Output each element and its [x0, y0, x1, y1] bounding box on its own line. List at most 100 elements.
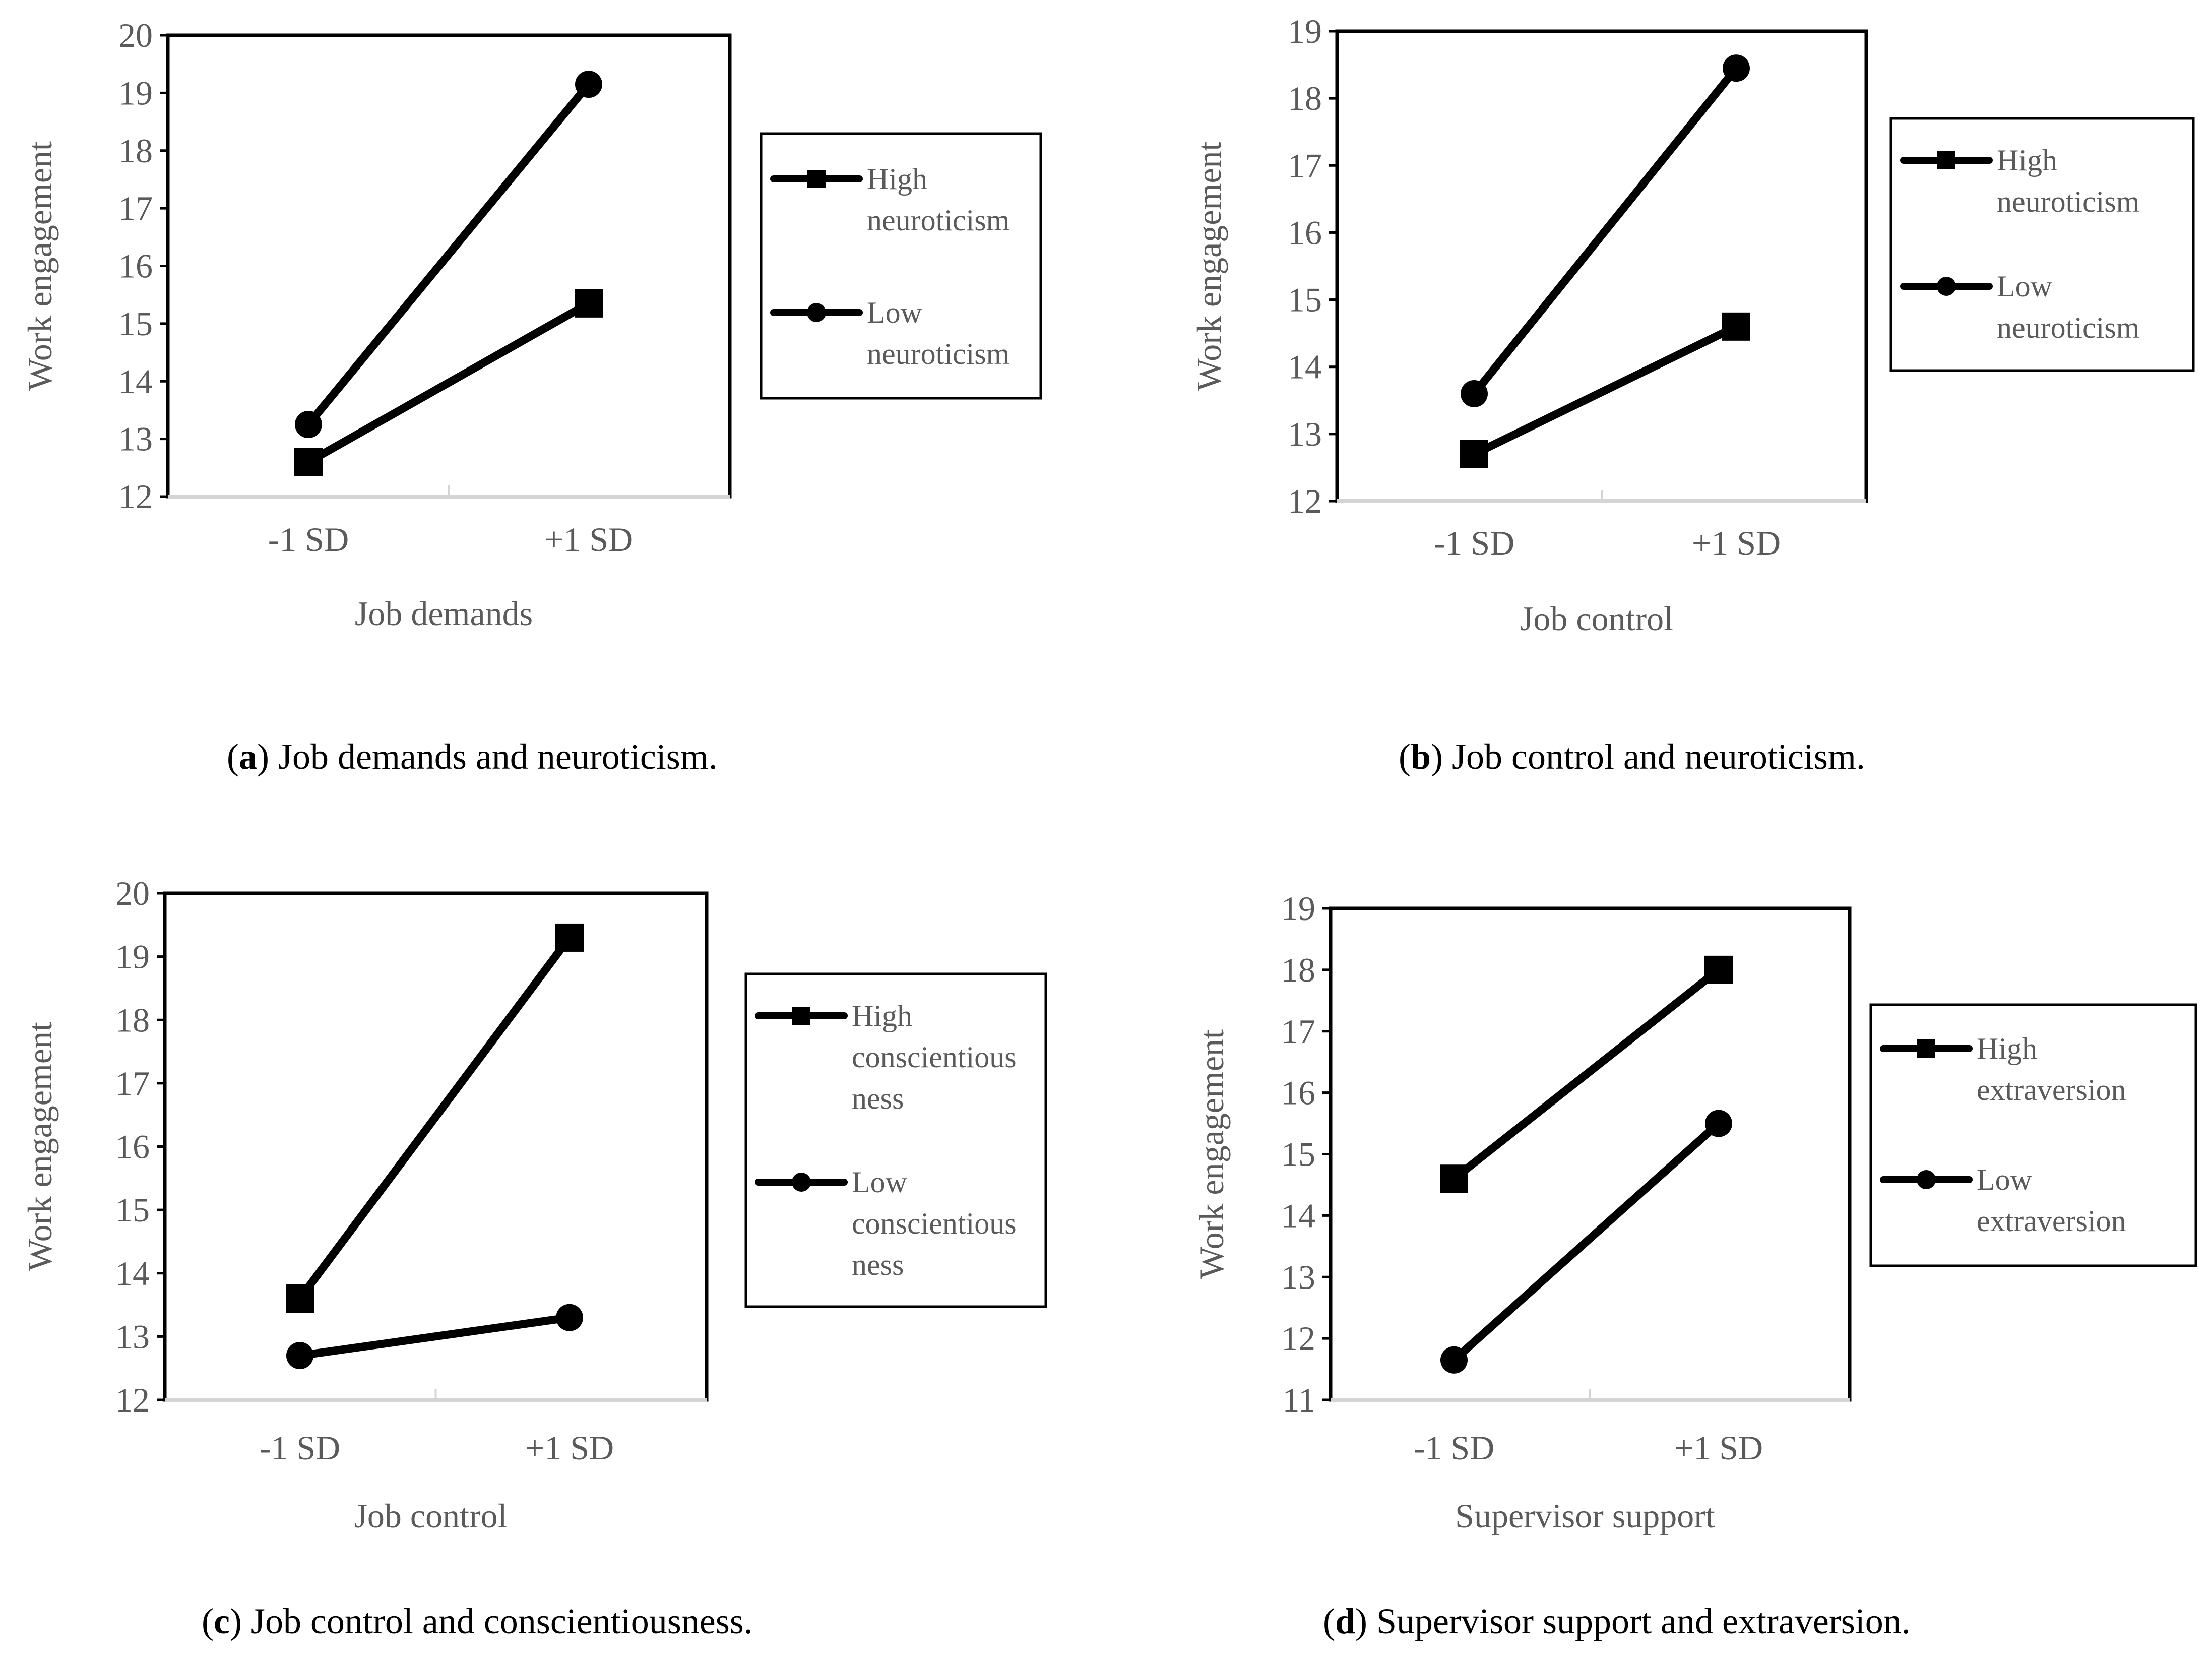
x-tick-label: +1 SD	[544, 520, 633, 559]
y-tick-label: 16	[1281, 1074, 1315, 1112]
x-tick-label: -1 SD	[268, 520, 349, 559]
y-tick-label: 14	[1288, 348, 1322, 386]
x-tick-label: -1 SD	[1434, 524, 1515, 562]
legend-label: neuroticism	[1997, 311, 2139, 344]
y-tick-label: 20	[118, 16, 153, 54]
y-tick-label: 14	[118, 362, 153, 400]
y-tick-label: 12	[1288, 482, 1322, 520]
legend-label: Low	[867, 296, 923, 329]
data-point-square	[1460, 440, 1488, 468]
series-line	[1470, 322, 1740, 458]
y-axis-label: Work engagement	[21, 141, 59, 391]
y-tick-label: 18	[118, 132, 153, 170]
y-tick-label: 19	[115, 938, 150, 976]
legend-label: extraversion	[1977, 1204, 2126, 1238]
legend-label: neuroticism	[867, 337, 1009, 371]
y-tick-label: 19	[118, 74, 153, 112]
data-point-circle	[295, 411, 322, 439]
legend-label: High	[867, 162, 927, 196]
series-line	[1470, 64, 1740, 398]
legend-swatch-square	[1917, 1039, 1935, 1058]
data-point-square	[1722, 312, 1750, 341]
y-axis-label: Work engagement	[21, 1022, 59, 1271]
y-tick-label: 20	[115, 874, 150, 912]
legend-swatch-square	[1937, 151, 1955, 169]
panel-caption: (d) Supervisor support and extraversion.	[1323, 1601, 1911, 1641]
legend-swatch-circle	[1937, 277, 1956, 296]
x-tick-label: -1 SD	[1414, 1429, 1495, 1467]
plot-frame	[1329, 906, 1852, 1402]
y-tick-label: 19	[1281, 889, 1315, 928]
series-line	[304, 299, 593, 466]
legend-label: neuroticism	[1997, 185, 2139, 218]
series-line	[296, 1313, 574, 1360]
legend-label: conscientious	[852, 1207, 1017, 1240]
y-tick-label: 16	[1288, 213, 1322, 252]
data-point-square	[1440, 1164, 1468, 1193]
data-point-circle	[556, 1304, 583, 1331]
panel-caption: (b) Job control and neuroticism.	[1399, 737, 1865, 777]
data-point-circle	[286, 1342, 313, 1370]
y-tick-label: 17	[1281, 1012, 1315, 1051]
y-tick-label: 13	[1288, 415, 1322, 453]
y-tick-label: 12	[118, 477, 153, 516]
x-tick-label: +1 SD	[525, 1429, 614, 1467]
y-tick-label: 18	[1281, 951, 1315, 989]
x-axis-label: Job control	[1520, 599, 1673, 638]
y-axis-label: Work engagement	[1190, 141, 1228, 391]
y-tick-label: 16	[115, 1128, 150, 1166]
legend-box	[744, 972, 1047, 1308]
y-tick-label: 12	[1281, 1319, 1315, 1358]
legend-label: High	[852, 999, 912, 1032]
y-tick-label: 15	[115, 1191, 150, 1229]
data-point-square	[294, 448, 323, 476]
data-point-square	[575, 289, 603, 318]
y-tick-label: 17	[115, 1064, 150, 1102]
y-axis-label: Work engagement	[1192, 1029, 1231, 1279]
legend: High conscientious ness Low conscientious nes…	[744, 972, 1047, 1308]
panel-caption: (c) Job control and conscientiousness.	[202, 1601, 753, 1641]
data-point-circle	[1723, 54, 1750, 82]
x-axis-label: Job control	[354, 1497, 507, 1535]
x-tick-label: +1 SD	[1692, 524, 1781, 562]
x-tick-label: -1 SD	[260, 1429, 341, 1467]
legend-swatch-circle	[807, 303, 826, 322]
data-point-square	[1704, 955, 1733, 984]
legend-label: extraversion	[1977, 1073, 2126, 1107]
legend-swatch-square	[807, 170, 826, 188]
legend-label: Low	[1997, 270, 2053, 303]
y-tick-label: 11	[1283, 1381, 1315, 1419]
data-point-circle	[1705, 1110, 1732, 1137]
legend: High neuroticism Low neuroticism	[1889, 117, 2195, 372]
y-tick-label: 17	[1288, 146, 1322, 185]
series-line	[1450, 965, 1723, 1183]
series-line	[296, 933, 574, 1303]
data-point-square	[555, 923, 584, 952]
y-tick-label: 14	[1281, 1196, 1315, 1235]
legend-label: ness	[852, 1248, 904, 1281]
y-tick-label: 18	[115, 1001, 150, 1039]
legend-label: Low	[852, 1166, 908, 1199]
chart-panel-d: 11 12 13 14 15 16 17 18 19 -1 SD +1 SD Supervisor s…	[1192, 889, 2197, 1641]
legend-label: Low	[1977, 1163, 2033, 1196]
y-tick-label: 17	[118, 189, 153, 227]
plot-frame	[166, 33, 732, 499]
y-tick-label: 15	[1281, 1135, 1315, 1174]
legend-label: ness	[852, 1082, 904, 1115]
legend-swatch-circle	[1917, 1170, 1936, 1189]
plot-frame	[163, 891, 709, 1402]
legend-swatch-circle	[792, 1173, 811, 1192]
panel-caption: (a) Job demands and neuroticism.	[227, 737, 718, 777]
chart-panel-b: 12 13 14 15 16 17 18 19 -1 SD +1 SD Job control Wor…	[1190, 12, 2195, 777]
y-tick-label: 13	[1281, 1258, 1315, 1296]
y-tick-label: 12	[115, 1381, 150, 1419]
legend-label: High	[1997, 144, 2057, 177]
legend-label: conscientious	[852, 1040, 1017, 1074]
x-axis-label: Supervisor support	[1455, 1497, 1715, 1535]
data-point-circle	[1461, 380, 1488, 407]
legend-label: neuroticism	[867, 204, 1009, 237]
y-tick-label: 13	[118, 420, 153, 458]
chart-panel-c: 12 13 14 15 16 17 18 19 20 -1 SD +1 SD Job control W…	[21, 874, 1047, 1641]
y-tick-label: 14	[115, 1254, 150, 1293]
